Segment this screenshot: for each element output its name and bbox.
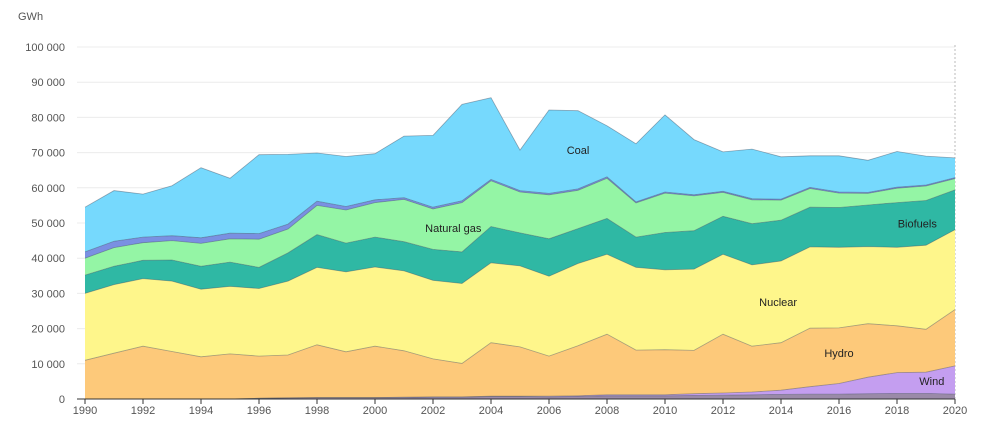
area-outline bbox=[84, 177, 956, 259]
y-tick-label: 10 000 bbox=[31, 359, 65, 371]
x-tick-label: 1998 bbox=[305, 405, 329, 417]
area-outline bbox=[84, 309, 956, 364]
area-natural-gas bbox=[85, 178, 955, 276]
area-outline bbox=[84, 176, 956, 253]
x-tick-label: 2020 bbox=[943, 405, 967, 417]
y-tick-label: 30 000 bbox=[31, 288, 65, 300]
area-biofuels bbox=[85, 189, 955, 294]
x-tick-label: 2004 bbox=[479, 405, 503, 417]
y-tick-label: 60 000 bbox=[31, 183, 65, 195]
area-outline bbox=[84, 229, 956, 294]
area-hydro bbox=[85, 309, 955, 399]
x-tick-label: 2014 bbox=[769, 405, 793, 417]
x-tick-label: 2010 bbox=[653, 405, 677, 417]
x-tick-label: 1990 bbox=[73, 405, 97, 417]
y-tick-label: 20 000 bbox=[31, 324, 65, 336]
y-tick-label: 90 000 bbox=[31, 77, 65, 89]
x-tick-label: 1996 bbox=[247, 405, 271, 417]
x-tick-label: 2012 bbox=[711, 405, 735, 417]
series-labels: Coal Natural gas Biofuels Nuclear Hydro Wind bbox=[425, 145, 944, 388]
area-outline bbox=[84, 189, 956, 276]
y-tick-label: 50 000 bbox=[31, 218, 65, 230]
x-tick-label: 1994 bbox=[189, 405, 213, 417]
y-tick-label: 0 bbox=[59, 394, 65, 406]
x-tick-label: 2002 bbox=[421, 405, 445, 417]
x-axis-ticks: 1990 1992 1994 1996 1998 2000 2002 2004 2006 2008… bbox=[73, 399, 967, 417]
area-series-0 bbox=[85, 393, 955, 399]
area-outline bbox=[84, 97, 956, 208]
y-tick-label: 80 000 bbox=[31, 112, 65, 124]
area-coal bbox=[85, 97, 955, 252]
area-nuclear bbox=[85, 229, 955, 364]
x-tick-label: 2016 bbox=[827, 405, 851, 417]
y-tick-label: 100 000 bbox=[25, 42, 65, 54]
x-tick-label: 2000 bbox=[363, 405, 387, 417]
axes: GWh bbox=[18, 11, 955, 400]
x-tick-label: 2006 bbox=[537, 405, 561, 417]
series-label-coal: Coal bbox=[567, 145, 590, 157]
y-tick-label: 70 000 bbox=[31, 148, 65, 160]
x-tick-label: 2018 bbox=[885, 405, 909, 417]
series-label-wind: Wind bbox=[919, 376, 944, 388]
x-tick-label: 1992 bbox=[131, 405, 155, 417]
y-tick-label: 40 000 bbox=[31, 253, 65, 265]
series-label-hydro: Hydro bbox=[824, 348, 853, 360]
series-label-nuclear: Nuclear bbox=[759, 297, 797, 309]
series-label-natural-gas: Natural gas bbox=[425, 223, 482, 235]
y-axis-ticks: 0 10 000 20 000 30 000 40 000 50 000 60 000 70 … bbox=[25, 42, 65, 406]
x-tick-label: 2008 bbox=[595, 405, 619, 417]
series-label-biofuels: Biofuels bbox=[898, 218, 938, 230]
chart-areas bbox=[84, 97, 956, 400]
y-axis-unit-label: GWh bbox=[18, 11, 43, 23]
